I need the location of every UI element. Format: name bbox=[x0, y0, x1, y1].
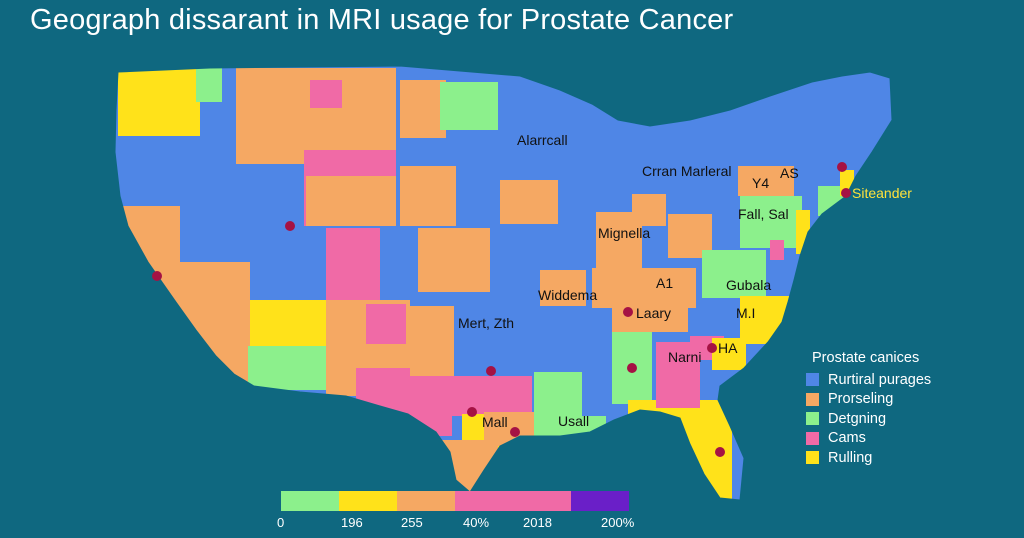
city-dot bbox=[841, 188, 851, 198]
city-markers bbox=[152, 162, 851, 457]
map-label: Usall bbox=[558, 413, 589, 429]
legend-item: Prorseling bbox=[806, 390, 972, 410]
legend-label: Cams bbox=[828, 430, 866, 447]
scale-segment bbox=[455, 491, 513, 511]
map-label: Gubala bbox=[726, 277, 771, 293]
city-dot bbox=[623, 307, 633, 317]
color-scale: 0 196 255 40% 2018 200% bbox=[277, 491, 641, 531]
legend-item: Detgning bbox=[806, 409, 972, 429]
legend-label: Rulling bbox=[828, 449, 873, 466]
scale-tick-label: 2018 bbox=[523, 515, 552, 530]
legend-item: Cams bbox=[806, 429, 972, 449]
map-label: Crran Marleral bbox=[642, 163, 731, 179]
map-title: Geograph dissarant in MRI usage for Pros… bbox=[30, 4, 734, 36]
map-label: Siteander bbox=[852, 185, 912, 201]
map-label: Mert, Zth bbox=[458, 315, 514, 331]
scale-segment bbox=[513, 491, 571, 511]
legend-title: Prostate canices bbox=[812, 350, 920, 366]
map-label: Mall bbox=[482, 414, 508, 430]
map-label: M.I bbox=[736, 305, 755, 321]
city-dot bbox=[627, 363, 637, 373]
map-label: AS bbox=[780, 165, 799, 181]
city-dot bbox=[715, 447, 725, 457]
map-label: Laary bbox=[636, 305, 671, 321]
city-dot bbox=[285, 221, 295, 231]
us-outline bbox=[114, 65, 893, 501]
color-scale-bar bbox=[281, 491, 641, 511]
legend-label: Prorseling bbox=[828, 391, 894, 408]
city-dot bbox=[837, 162, 847, 172]
legend-item: Rurtiral purages bbox=[806, 370, 972, 390]
map-label: HA bbox=[718, 340, 738, 356]
legend-swatch bbox=[806, 412, 819, 426]
scale-tick-label: 196 bbox=[341, 515, 363, 530]
scale-segment bbox=[281, 491, 339, 511]
map-label: Fall, Sal bbox=[738, 206, 789, 222]
map-label: Y4 bbox=[752, 175, 769, 191]
legend-label: Detgning bbox=[828, 410, 887, 427]
scale-segment bbox=[397, 491, 455, 511]
legend-swatch bbox=[806, 392, 819, 406]
scale-segment bbox=[339, 491, 397, 511]
map-labels: Alarrcall Crran Marleral Y4 AS Siteander… bbox=[458, 132, 912, 430]
city-dot bbox=[152, 271, 162, 281]
legend-item: Rulling bbox=[806, 448, 972, 468]
legend-swatch bbox=[806, 431, 819, 445]
city-dot bbox=[467, 407, 477, 417]
scale-tick-label: 255 bbox=[401, 515, 423, 530]
city-dot bbox=[510, 427, 520, 437]
legend: Prostate canices Rurtiral purages Prorse… bbox=[806, 350, 972, 468]
scale-segment bbox=[571, 491, 629, 511]
color-scale-ticks: 0 196 255 40% 2018 200% bbox=[277, 511, 641, 531]
scale-tick-label: 40% bbox=[463, 515, 490, 530]
legend-label: Rurtiral purages bbox=[828, 371, 932, 388]
city-dot bbox=[486, 366, 496, 376]
map-label: Mignella bbox=[598, 225, 650, 241]
city-dot bbox=[707, 343, 717, 353]
scale-tick-label: 200% bbox=[601, 515, 635, 530]
legend-swatch bbox=[806, 451, 819, 465]
scale-tick-label: 0 bbox=[277, 515, 285, 530]
map-label: Narni bbox=[668, 349, 701, 365]
map-label: Widdema bbox=[538, 287, 597, 303]
legend-swatch bbox=[806, 373, 819, 387]
map-label: A1 bbox=[656, 275, 673, 291]
map-label: Alarrcall bbox=[517, 132, 568, 148]
